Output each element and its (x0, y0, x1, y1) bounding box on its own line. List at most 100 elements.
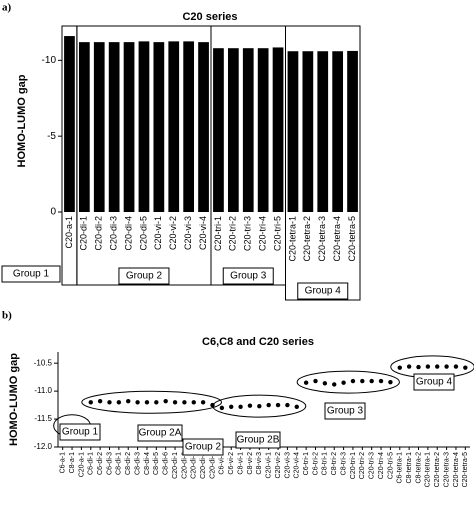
x-tick-label: C8-vi-1 (237, 452, 244, 475)
dot (294, 404, 299, 409)
x-tick-label: C20-tri-3 (243, 216, 253, 251)
x-tick-label: C20-tetra-3 (317, 216, 327, 262)
x-tick-label: C8-di-5 (153, 452, 160, 475)
bar (183, 41, 195, 212)
x-tick-label: C20-di-1 (172, 452, 179, 479)
group-label-box (59, 423, 101, 441)
group-label-box (137, 424, 183, 442)
group-label: Group 2 (185, 442, 222, 453)
x-tick-label: C6-di-1 (88, 452, 95, 475)
x-tick-label: C20-vi-4 (198, 216, 208, 250)
dot (247, 403, 253, 408)
group-label-box (297, 282, 349, 300)
group-frame (285, 25, 361, 301)
dot (453, 364, 459, 369)
bar (78, 42, 90, 213)
x-tick-label: C20-tetra-2 (434, 452, 441, 488)
bar (213, 48, 224, 213)
x-tick-label: C8-di-1 (116, 452, 123, 475)
x-tick-label: C6-di-3 (106, 452, 113, 475)
x-tick-label: C20-vi-3 (284, 452, 291, 479)
bar (227, 48, 239, 213)
dot (435, 364, 440, 369)
x-tick-label: C20-vi-2 (275, 452, 282, 479)
bar (302, 51, 314, 212)
dot (144, 400, 150, 405)
dot (350, 378, 356, 384)
dot (88, 400, 93, 405)
dot (463, 365, 468, 370)
x-tick-label: C8-tri-1 (322, 452, 329, 475)
x-tick-label: C20-tetra-5 (347, 216, 357, 262)
panel-label: a) (2, 2, 12, 14)
dot (275, 402, 281, 408)
x-tick-label: C20-tri-4 (258, 216, 268, 251)
x-tick-label: C20-di-4 (123, 216, 133, 251)
x-tick-label: C8-vi-2 (247, 452, 254, 475)
dot (116, 400, 122, 405)
group-label-box (1, 265, 61, 283)
x-tick-label: C20-vi-1 (153, 216, 163, 250)
x-tick-label: C8-di-4 (144, 452, 151, 475)
group-label-box (235, 431, 281, 449)
group-label: Group 1 (62, 427, 99, 438)
group-label-box (182, 438, 224, 456)
group-label: Group 1 (13, 269, 50, 280)
x-tick-label: C20-di-3 (109, 216, 119, 251)
x-tick-label: C6-vi-2 (228, 452, 235, 475)
y-tick-label: -10 (42, 55, 57, 66)
group-label: Group 4 (416, 377, 453, 388)
bar (347, 50, 358, 213)
bar (272, 47, 284, 212)
x-tick-label: C20-tetra-2 (302, 216, 312, 262)
dot (313, 378, 318, 384)
x-tick-label: C20-vi-3 (183, 216, 193, 250)
x-tick-label: C8-tetra-1 (406, 452, 413, 484)
dot (154, 400, 159, 405)
group-ellipse (212, 394, 307, 418)
dot (444, 364, 449, 369)
panel-label: b) (2, 310, 12, 322)
group-label-box (118, 267, 170, 285)
x-tick-label: C20-tetra-3 (443, 452, 450, 488)
x-tick-label: C20-di-5 (209, 452, 216, 479)
bar (138, 41, 150, 212)
dot (397, 365, 402, 370)
x-tick-label: C20-tri-1 (213, 216, 223, 251)
dot (266, 402, 271, 408)
x-tick-label: C20-vi-4 (294, 452, 301, 479)
bar (123, 42, 135, 213)
group-label: Group 2B (237, 435, 280, 446)
bar (153, 42, 165, 213)
y-axis-label: HOMO-LUMO gap (16, 74, 28, 167)
x-tick-label: C20-di-1 (79, 216, 89, 251)
chart-title: C20 series (182, 11, 237, 23)
x-tick-label: C20-di-3 (191, 452, 198, 479)
bar (93, 42, 105, 213)
dot (135, 400, 140, 405)
x-tick-label: C8-a-1 (69, 452, 76, 474)
x-tick-label: C20-di-5 (138, 216, 148, 251)
x-tick-label: C6-vi-1 (219, 452, 226, 475)
dot (388, 379, 393, 385)
dot (341, 380, 346, 385)
y-axis-label: HOMO-LUMO gap (8, 353, 20, 446)
dot (285, 402, 290, 408)
chart-title: C6,C8 and C20 series (202, 336, 314, 348)
bar (242, 48, 254, 213)
x-tick-label: C6-tri-2 (312, 452, 319, 475)
x-tick-label: C20-tetra-5 (462, 452, 469, 488)
dot (378, 378, 384, 384)
x-tick-label: C8-di-6 (163, 452, 170, 475)
dot (322, 381, 328, 386)
x-tick-label: C20-a-1 (64, 216, 74, 249)
dot (97, 398, 103, 404)
x-tick-label: C20-tri-2 (228, 216, 238, 251)
x-tick-label: C20-tetra-4 (332, 216, 342, 262)
y-tick-label: 0 (50, 207, 56, 218)
dot (200, 400, 206, 405)
x-tick-label: C20-tri-2 (359, 452, 366, 479)
x-tick-label: C20-tetra-4 (453, 452, 460, 488)
x-tick-label: C6-di-2 (97, 452, 104, 475)
